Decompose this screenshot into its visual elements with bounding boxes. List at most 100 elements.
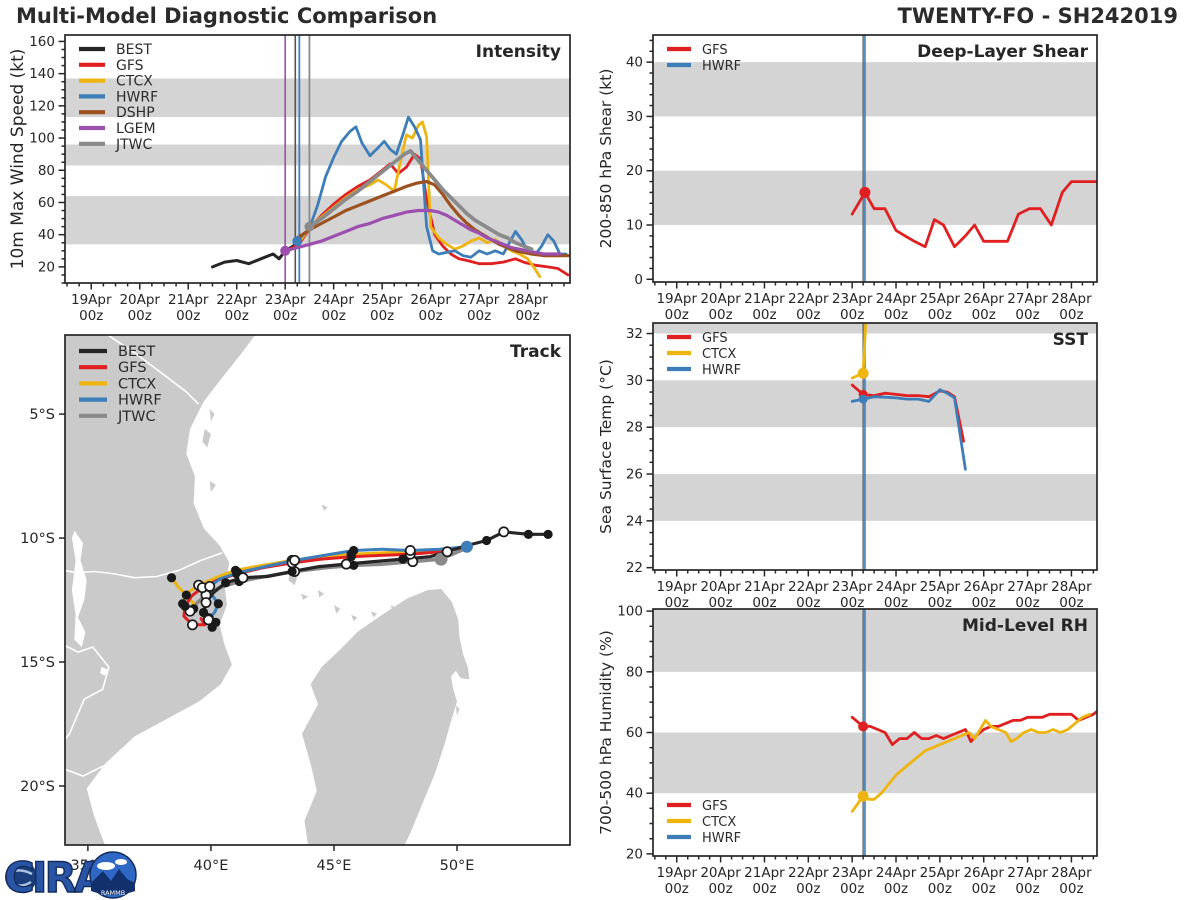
svg-text:23Apr: 23Apr [832, 291, 873, 307]
svg-text:30: 30 [626, 373, 643, 389]
landmass [455, 705, 460, 716]
svg-text:25Apr: 25Apr [362, 292, 403, 308]
svg-text:00z: 00z [1015, 881, 1039, 897]
track-fix-open [289, 554, 301, 566]
intensity-axes: 19Apr00z20Apr00z21Apr00z22Apr00z23Apr00z… [29, 34, 565, 324]
track-fix-filled [349, 545, 359, 556]
shear-init-dot [859, 186, 871, 198]
track-fix-filled [481, 535, 492, 546]
track-fix-filled [211, 617, 221, 627]
legend-label-hwrf: HWRF [702, 831, 741, 846]
landmass [370, 611, 378, 618]
svg-text:25Apr: 25Apr [920, 291, 961, 307]
svg-text:00z: 00z [708, 307, 732, 323]
landmass [209, 409, 215, 422]
rh-category-band [653, 609, 1097, 672]
track-fix-open [204, 580, 216, 592]
svg-text:40: 40 [38, 227, 55, 243]
track-fix-open [187, 619, 198, 631]
track-fix-filled [166, 573, 177, 583]
svg-text:80: 80 [626, 664, 643, 680]
svg-text:24Apr: 24Apr [876, 291, 917, 307]
landmass [351, 614, 358, 622]
svg-text:26Apr: 26Apr [410, 292, 451, 308]
rammb-badge-icon: RAMMB [89, 851, 137, 899]
svg-text:00z: 00z [665, 307, 689, 323]
svg-text:00z: 00z [708, 881, 732, 897]
svg-text:00z: 00z [1059, 881, 1083, 897]
svg-text:20Apr: 20Apr [700, 579, 741, 595]
svg-text:00z: 00z [370, 308, 394, 324]
sst-series-hwrf [850, 388, 967, 471]
svg-text:00z: 00z [418, 308, 442, 324]
track-fix-filled [181, 590, 191, 600]
svg-text:00z: 00z [1059, 595, 1083, 611]
country-border [65, 644, 110, 741]
sst-frame [652, 322, 1098, 571]
svg-text:120: 120 [29, 98, 55, 114]
svg-text:27Apr: 27Apr [459, 292, 500, 308]
svg-text:27Apr: 27Apr [1007, 291, 1048, 307]
svg-text:40: 40 [626, 55, 643, 71]
sst-ylabel: Sea Surface Temp (°C) [597, 359, 615, 534]
track-fix-filled [287, 566, 297, 577]
lake [71, 530, 87, 648]
intensity-corner-label: Intensity [476, 42, 561, 62]
svg-text:20Apr: 20Apr [119, 292, 160, 308]
track-map-panel: 35°E 40°E 45°E 50°E5°S10°S15°S20°STrackBEST… [20, 334, 571, 874]
intensity-plot-area [65, 35, 570, 283]
svg-text:700-500 hPa Humidity (%): 700-500 hPa Humidity (%) [597, 630, 615, 835]
svg-text:00z: 00z [840, 881, 864, 897]
track-line-best [202, 530, 550, 624]
track-plot-area [65, 335, 553, 845]
country-border [65, 765, 121, 792]
legend-label-lgem: LGEM [116, 121, 156, 137]
shear-ylabel: 200-850 hPa Shear (kt) [597, 69, 615, 249]
track-fix-open [200, 597, 212, 608]
svg-text:19Apr: 19Apr [656, 291, 697, 307]
svg-text:Sea Surface Temp (°C): Sea Surface Temp (°C) [597, 359, 615, 534]
svg-text:00z: 00z [796, 307, 820, 323]
svg-text:00z: 00z [1015, 307, 1039, 323]
rh-series-ctcx [850, 712, 1092, 813]
svg-text:25Apr: 25Apr [920, 865, 961, 881]
intensity-init-dot [292, 236, 303, 247]
svg-text:00z: 00z [928, 595, 952, 611]
svg-text:00z: 00z [322, 308, 346, 324]
rammb-label: RAMMB [101, 889, 125, 897]
mid-level-rh-panel: 19Apr00z20Apr00z21Apr00z22Apr00z23Apr00z… [597, 604, 1098, 897]
svg-text:00z: 00z [972, 881, 996, 897]
track-fix-filled [221, 578, 231, 588]
svg-text:40: 40 [626, 786, 643, 802]
track-fix-filled [198, 607, 209, 618]
svg-text:15°S: 15°S [20, 655, 55, 671]
track-fix-filled [398, 554, 408, 564]
sst-corner-label: SST [1053, 330, 1089, 350]
shear-series-gfs [850, 180, 1097, 249]
svg-text:22Apr: 22Apr [788, 291, 829, 307]
svg-text:00z: 00z [1059, 307, 1083, 323]
svg-text:24Apr: 24Apr [876, 865, 917, 881]
sst-init-dot [857, 367, 869, 379]
svg-text:00z: 00z [972, 307, 996, 323]
track-fix-open [237, 572, 249, 584]
svg-text:24: 24 [626, 513, 643, 529]
svg-text:00z: 00z [79, 308, 103, 324]
svg-text:23Apr: 23Apr [832, 579, 873, 595]
svg-text:00z: 00z [840, 307, 864, 323]
legend-label-hwrf: HWRF [116, 89, 158, 105]
svg-text:21Apr: 21Apr [744, 291, 785, 307]
track-line-ctcx [170, 545, 469, 613]
track-fix-filled [523, 529, 534, 539]
track-fix-open [340, 558, 352, 570]
legend-label-gfs: GFS [118, 360, 147, 376]
legend-label-best: BEST [116, 42, 152, 58]
legend-label-jtwc: JTWC [115, 137, 153, 153]
svg-text:24Apr: 24Apr [313, 292, 354, 308]
rh-category-band [653, 732, 1097, 794]
svg-text:00z: 00z [515, 308, 539, 324]
